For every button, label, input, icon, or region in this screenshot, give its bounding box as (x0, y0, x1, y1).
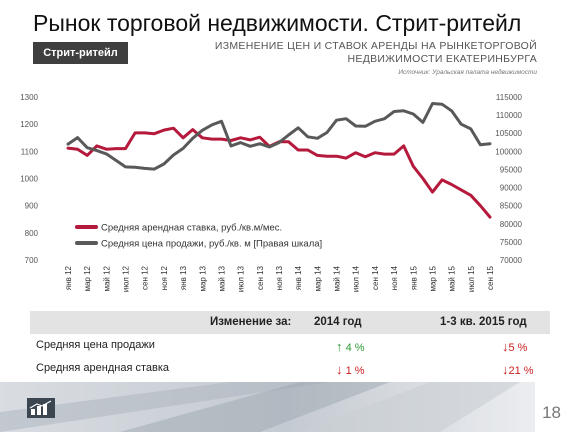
summary-header-col2: 1-3 кв. 2015 год (440, 316, 527, 328)
summary-row-label: Средняя арендная ставка (36, 362, 169, 374)
change-2015: ↓5 % (502, 339, 527, 354)
y-left-tick-label: 900 (25, 202, 39, 211)
y-right-tick-label: 110000 (496, 111, 523, 120)
line-chart: 700 800 900 1000 1100 1200 1300 70000 75000 80000… (20, 93, 523, 292)
change-value: 21 % (508, 365, 534, 377)
y-left-tick-label: 800 (25, 229, 39, 238)
x-tick-label: сен 14 (371, 265, 380, 290)
x-tick-label: мар 12 (83, 265, 92, 291)
x-tick-label: ноя 13 (275, 265, 284, 290)
y-right-tick-label: 90000 (500, 184, 523, 193)
x-tick-label: янв 14 (294, 265, 303, 290)
x-tick-label: ноя 12 (160, 265, 169, 290)
summary-row: Средняя арендная ставка ↓ 1 % ↓21 % (30, 357, 550, 380)
x-tick-label: сен 15 (486, 265, 495, 290)
chart-title-line2: НЕДВИЖИМОСТИ ЕКАТЕРИНБУРГА (347, 53, 537, 65)
y-right-tick-label: 100000 (495, 147, 522, 156)
chart-title-line1: ИЗМЕНЕНИЕ ЦЕН И СТАВОК АРЕНДЫ НА РЫНКЕТО… (214, 40, 537, 52)
y-right-tick-label: 75000 (500, 238, 523, 247)
y-right-tick-label: 80000 (500, 220, 523, 229)
change-2014: ↑ 4 % (336, 339, 365, 354)
x-tick-label: мар 15 (428, 265, 437, 291)
footer-decoration (0, 382, 575, 432)
change-value: 4 % (345, 342, 365, 354)
slide-title: Рынок торговой недвижимости. Стрит-ритей… (33, 10, 522, 36)
summary-row: Средняя цена продажи ↑ 4 % ↓5 % (30, 334, 550, 357)
page-number: 18 (542, 403, 561, 422)
x-tick-label: июл 14 (352, 265, 361, 292)
section-badge: Стрит-ритейл (33, 42, 128, 64)
y-right-tick-label: 95000 (500, 165, 523, 174)
y-right-tick-label: 115000 (496, 93, 523, 102)
price-series-line (66, 102, 492, 171)
x-tick-label: мар 14 (313, 265, 322, 291)
chart-title: ИЗМЕНЕНИЕ ЦЕН И СТАВОК АРЕНДЫ НА РЫНКЕТО… (215, 40, 537, 66)
change-2014: ↓ 1 % (336, 362, 365, 377)
x-tick-label: мар 13 (198, 265, 207, 291)
x-tick-label: янв 13 (179, 265, 188, 290)
x-tick-label: май 14 (333, 265, 342, 291)
summary-row-label: Средняя цена продажи (36, 339, 155, 351)
x-tick-label: сен 13 (256, 265, 265, 290)
y-left-tick-label: 1300 (20, 93, 38, 102)
summary-header: Изменение за: 2014 год 1-3 кв. 2015 год (30, 311, 550, 334)
arrow-down-icon: ↓ (336, 362, 343, 377)
arrow-down-icon: ↓ (502, 339, 509, 354)
x-tick-label: май 12 (102, 265, 111, 291)
chart-source: Источник: Уральская палата недвижимости (398, 69, 537, 76)
x-tick-label: ноя 14 (390, 265, 399, 290)
y-left-tick-label: 1100 (21, 147, 39, 156)
legend-label: Средняя арендная ставка, руб./кв.м/мес. (101, 223, 282, 234)
y-right-tick-label: 85000 (500, 202, 523, 211)
change-value: 5 % (508, 342, 528, 354)
x-tick-label: июл 12 (122, 265, 131, 292)
x-tick-label: янв 15 (409, 265, 418, 290)
y-left-tick-label: 700 (25, 256, 39, 265)
change-value: 1 % (345, 365, 365, 377)
summary-header-label: Изменение за: (210, 316, 292, 328)
x-tick-label: май 13 (217, 265, 226, 291)
y-left-tick-label: 1000 (20, 175, 38, 184)
arrow-up-icon: ↑ (336, 339, 343, 354)
bar-chart-logo-icon (27, 398, 55, 418)
y-left-tick-label: 1200 (20, 120, 38, 129)
x-tick-label: май 15 (448, 265, 457, 291)
y-right-tick-label: 105000 (495, 129, 522, 138)
arrow-down-icon: ↓ (502, 362, 509, 377)
y-right-tick-label: 70000 (500, 256, 523, 265)
x-tick-label: июл 15 (467, 265, 476, 292)
summary-table: Изменение за: 2014 год 1-3 кв. 2015 год … (30, 311, 550, 380)
change-2015: ↓21 % (502, 362, 534, 377)
x-tick-label: сен 12 (141, 265, 150, 290)
summary-header-col1: 2014 год (314, 316, 362, 328)
legend-label: Средняя цена продажи, руб./кв. м [Правая… (101, 239, 322, 250)
x-tick-label: июл 13 (237, 265, 246, 292)
x-tick-label: янв 12 (64, 265, 73, 290)
